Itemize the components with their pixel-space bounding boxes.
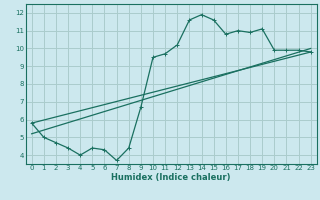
X-axis label: Humidex (Indice chaleur): Humidex (Indice chaleur): [111, 173, 231, 182]
